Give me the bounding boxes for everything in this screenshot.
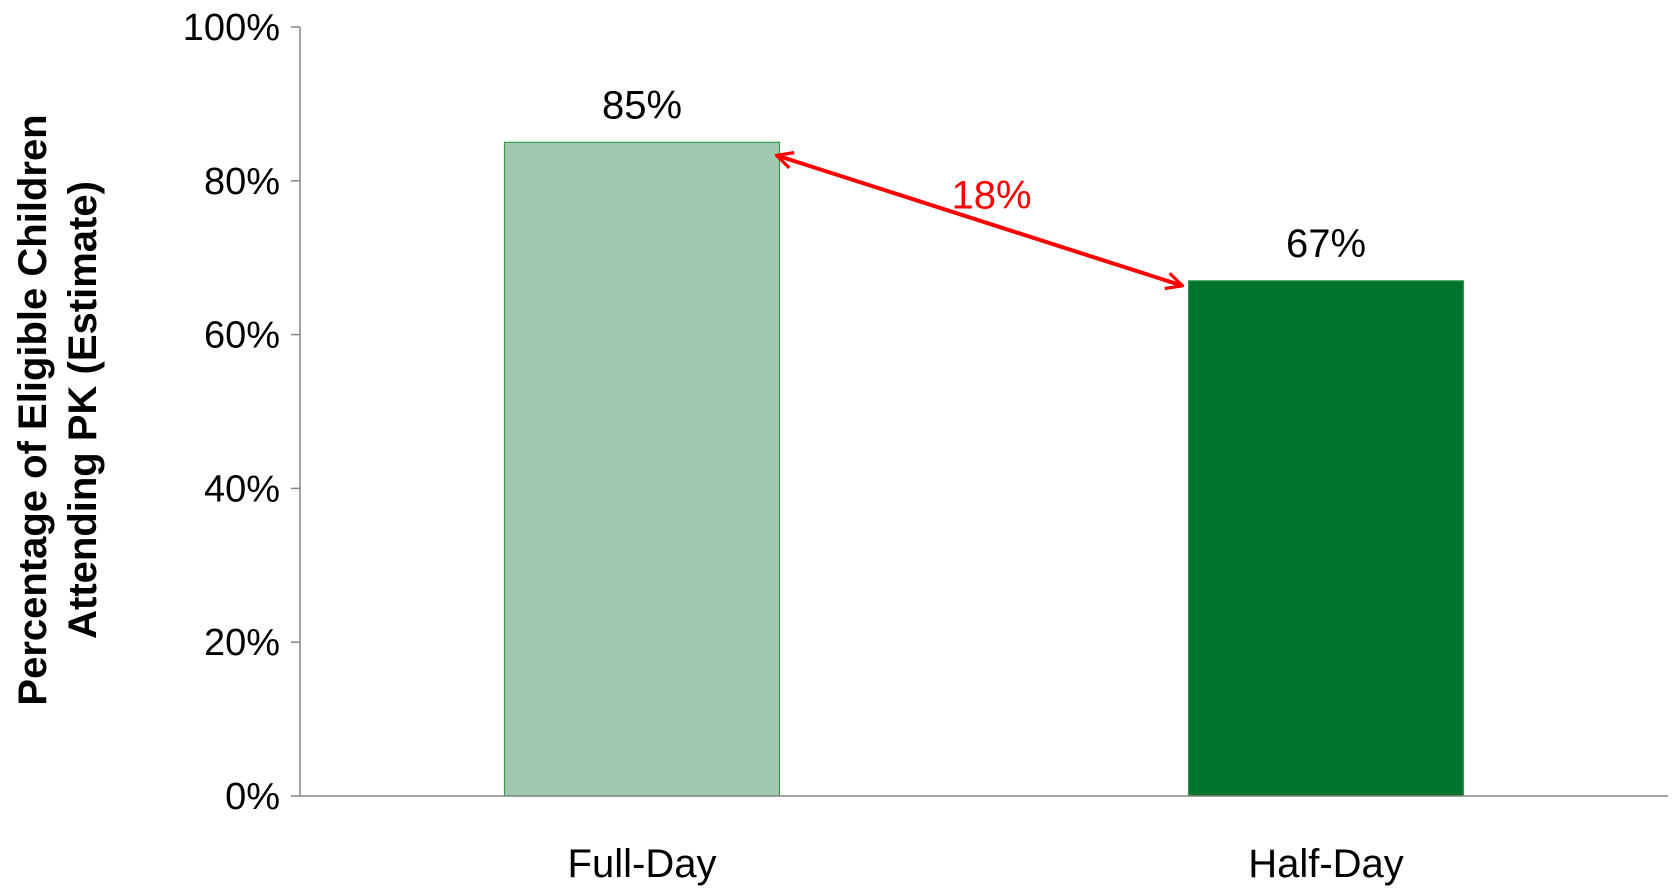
y-axis: 0% 20% 40% 60% 80% 100% [183,7,300,818]
data-labels: 85% 67% [602,83,1366,265]
y-axis-title: Percentage of Eligible Children Attendin… [11,114,105,705]
bars [503,141,1465,797]
y-tick-label: 40% [204,468,280,510]
y-tick-label: 100% [183,7,280,49]
data-label: 67% [1286,222,1366,266]
x-category-label: Half-Day [1248,842,1404,886]
y-axis-title-line-1: Percentage of Eligible Children [11,114,55,705]
y-tick-label: 20% [204,622,280,664]
data-label: 85% [602,83,682,127]
y-axis-title-line-2: Attending PK (Estimate) [61,181,105,639]
bar-half-day [1187,280,1465,797]
difference-annotation: 18% [774,151,1185,291]
difference-arrow [774,151,1185,291]
y-tick-label: 0% [225,776,280,818]
x-axis-labels: Full-Day Half-Day [568,842,1404,886]
x-category-label: Full-Day [568,842,717,886]
y-tick-label: 60% [204,315,280,357]
bar-full-day [503,141,781,797]
y-tick-label: 80% [204,161,280,203]
difference-label: 18% [951,174,1031,218]
